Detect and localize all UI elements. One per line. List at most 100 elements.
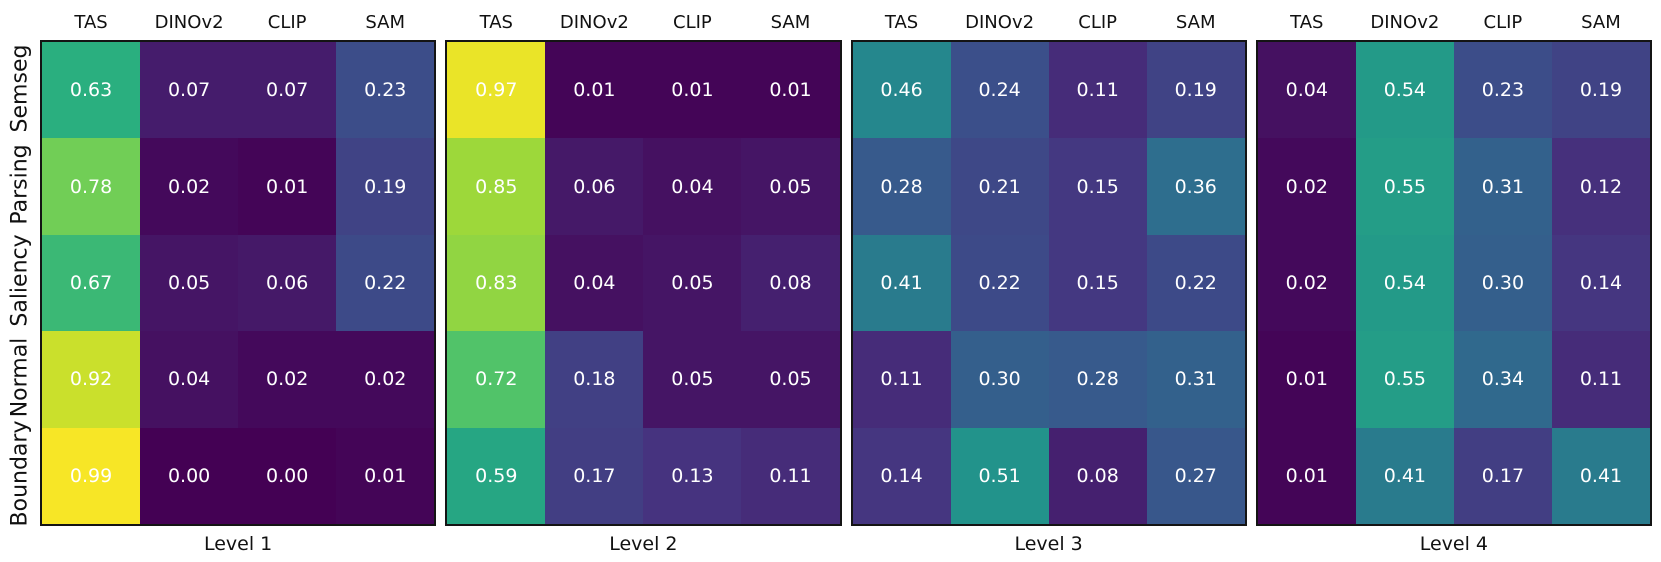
heatmap-cell-normal-dinov2: 0.55: [1355, 331, 1454, 428]
column-headers: TAS DINOv2 CLIP SAM: [851, 0, 1247, 40]
heatmap-cell-saliency-dinov2: 0.54: [1355, 234, 1454, 332]
heatmap-cell-semseg-dinov2: 0.24: [950, 42, 1049, 139]
heatmap-cell-semseg-tas: 0.04: [1257, 42, 1356, 139]
heatmap-level-2: 0.97 0.01 0.01 0.01 0.85 0.06 0.04 0.05 0.83 0.04…: [445, 40, 842, 526]
heatmap-cell-semseg-tas: 0.46: [852, 42, 951, 139]
heatmap-cell-normal-dinov2: 0.04: [140, 331, 239, 428]
row-label-boundary: Boundary: [0, 421, 40, 527]
heatmap-cell-saliency-tas: 0.02: [1257, 234, 1356, 332]
column-header-tas: TAS: [884, 11, 919, 33]
heatmap-cell-saliency-dinov2: 0.05: [140, 234, 239, 332]
heatmap-cell-boundary-tas: 0.99: [42, 427, 141, 524]
heatmap-cell-semseg-clip: 0.07: [238, 42, 337, 139]
row-label-semseg: Semseg: [0, 40, 40, 136]
column-header-sam: SAM: [770, 11, 811, 33]
panel-title: Level 1: [203, 533, 273, 555]
heatmap-cell-normal-dinov2: 0.18: [545, 331, 644, 428]
heatmap-panel-level-4: TAS DINOv2 CLIP SAM 0.04 0.54 0.23 0.19 0.02 0.5…: [1255, 0, 1652, 562]
heatmap-cell-saliency-sam: 0.14: [1551, 234, 1650, 332]
column-header-dinov2: DINOv2: [1370, 11, 1440, 33]
column-header-clip: CLIP: [1078, 11, 1118, 33]
heatmap-cell-normal-clip: 0.02: [238, 331, 337, 428]
heatmap-cell-boundary-clip: 0.17: [1453, 427, 1552, 524]
heatmap-cell-parsing-sam: 0.36: [1146, 138, 1245, 235]
row-label-text: Parsing: [7, 144, 33, 225]
heatmap-cell-normal-sam: 0.31: [1146, 331, 1245, 428]
heatmap-cell-normal-tas: 0.11: [852, 331, 951, 428]
heatmap-cell-saliency-tas: 0.83: [447, 234, 546, 332]
heatmap-cell-saliency-sam: 0.22: [336, 234, 435, 332]
column-header-clip: CLIP: [1483, 11, 1523, 33]
column-headers: TAS DINOv2 CLIP SAM: [40, 0, 436, 40]
panel-title: Level 3: [1014, 533, 1083, 555]
heatmap-cell-parsing-dinov2: 0.21: [950, 138, 1049, 235]
row-labels: Semseg Parsing Saliency Normal Boundary: [0, 40, 40, 527]
column-header-tas: TAS: [479, 11, 513, 33]
heatmap-cell-boundary-dinov2: 0.51: [950, 427, 1049, 524]
panel-title: Level 4: [1419, 533, 1489, 555]
heatmap-cell-boundary-sam: 0.01: [336, 427, 435, 524]
heatmap-cell-boundary-sam: 0.41: [1551, 427, 1650, 524]
heatmap-cell-saliency-tas: 0.41: [852, 234, 951, 332]
heatmap-cell-normal-sam: 0.02: [336, 331, 435, 428]
heatmap-cell-boundary-clip: 0.13: [643, 427, 742, 524]
heatmap-cell-parsing-tas: 0.78: [42, 138, 141, 235]
heatmap-cell-semseg-tas: 0.97: [447, 42, 546, 139]
panel-title: Level 2: [609, 533, 678, 555]
row-label-text: Boundary: [7, 420, 33, 527]
heatmap-cell-parsing-sam: 0.12: [1551, 138, 1650, 235]
heatmap-cell-saliency-sam: 0.08: [741, 234, 840, 332]
heatmap-cell-parsing-clip: 0.04: [643, 138, 742, 235]
heatmap-cell-boundary-dinov2: 0.17: [545, 427, 644, 524]
row-label-parsing: Parsing: [0, 136, 40, 232]
heatmap-cell-semseg-clip: 0.01: [643, 42, 742, 139]
heatmap-cell-normal-clip: 0.28: [1048, 331, 1147, 428]
column-headers: TAS DINOv2 CLIP SAM: [445, 0, 841, 40]
heatmap-cell-semseg-clip: 0.11: [1048, 42, 1147, 139]
heatmap-cell-boundary-dinov2: 0.00: [140, 427, 239, 524]
heatmap-cell-semseg-dinov2: 0.07: [140, 42, 239, 139]
heatmap-cell-boundary-dinov2: 0.41: [1355, 427, 1454, 524]
heatmap-level-1: 0.63 0.07 0.07 0.23 0.78 0.02 0.01 0.19 0.67 0.05…: [40, 40, 437, 526]
heatmap-cell-semseg-sam: 0.01: [741, 42, 840, 139]
heatmap-cell-semseg-tas: 0.63: [42, 42, 141, 139]
heatmap-cell-semseg-sam: 0.19: [1146, 42, 1245, 139]
heatmap-cell-normal-clip: 0.34: [1453, 331, 1552, 428]
heatmap-cell-parsing-tas: 0.02: [1257, 138, 1356, 235]
heatmap-cell-parsing-dinov2: 0.02: [140, 138, 239, 235]
column-header-dinov2: DINOv2: [965, 11, 1035, 33]
heatmap-cell-normal-sam: 0.05: [741, 331, 840, 428]
column-header-sam: SAM: [1175, 11, 1216, 33]
heatmap-cell-normal-clip: 0.05: [643, 331, 742, 428]
column-header-dinov2: DINOv2: [559, 11, 629, 33]
heatmap-cell-normal-tas: 0.72: [447, 331, 546, 428]
heatmap-cell-saliency-clip: 0.06: [238, 234, 337, 332]
heatmap-cell-normal-dinov2: 0.30: [950, 331, 1049, 428]
heatmap-level-3: 0.46 0.24 0.11 0.19 0.28 0.21 0.15 0.36 0.41 0.22…: [850, 40, 1247, 526]
heatmap-cell-parsing-tas: 0.28: [852, 138, 951, 235]
heatmap-cell-parsing-clip: 0.15: [1048, 138, 1147, 235]
heatmap-cell-boundary-sam: 0.11: [741, 427, 840, 524]
heatmap-cell-saliency-tas: 0.67: [42, 234, 141, 332]
heatmap-cell-boundary-clip: 0.08: [1048, 427, 1147, 524]
heatmap-cell-saliency-dinov2: 0.04: [545, 234, 644, 332]
heatmap-cell-parsing-dinov2: 0.06: [545, 138, 644, 235]
heatmap-cell-semseg-dinov2: 0.01: [545, 42, 644, 139]
row-label-text: Saliency: [7, 234, 33, 328]
column-header-tas: TAS: [74, 11, 108, 33]
row-label-saliency: Saliency: [0, 233, 40, 329]
heatmap-cell-boundary-tas: 0.01: [1257, 427, 1356, 524]
heatmap-level-4: 0.04 0.54 0.23 0.19 0.02 0.55 0.31 0.12 0.02 0.54…: [1255, 40, 1652, 526]
row-label-text: Semseg: [7, 44, 33, 133]
heatmap-cell-semseg-sam: 0.23: [336, 42, 435, 139]
heatmap-cell-parsing-dinov2: 0.55: [1355, 138, 1454, 235]
heatmap-cell-saliency-clip: 0.30: [1453, 234, 1552, 332]
heatmap-cell-normal-tas: 0.92: [42, 331, 141, 428]
heatmap-cell-parsing-clip: 0.31: [1453, 138, 1552, 235]
column-header-clip: CLIP: [267, 11, 307, 33]
heatmap-cell-semseg-dinov2: 0.54: [1355, 42, 1454, 139]
heatmap-cell-boundary-sam: 0.27: [1146, 427, 1245, 524]
column-header-sam: SAM: [1581, 11, 1621, 33]
heatmap-cell-normal-sam: 0.11: [1551, 331, 1650, 428]
